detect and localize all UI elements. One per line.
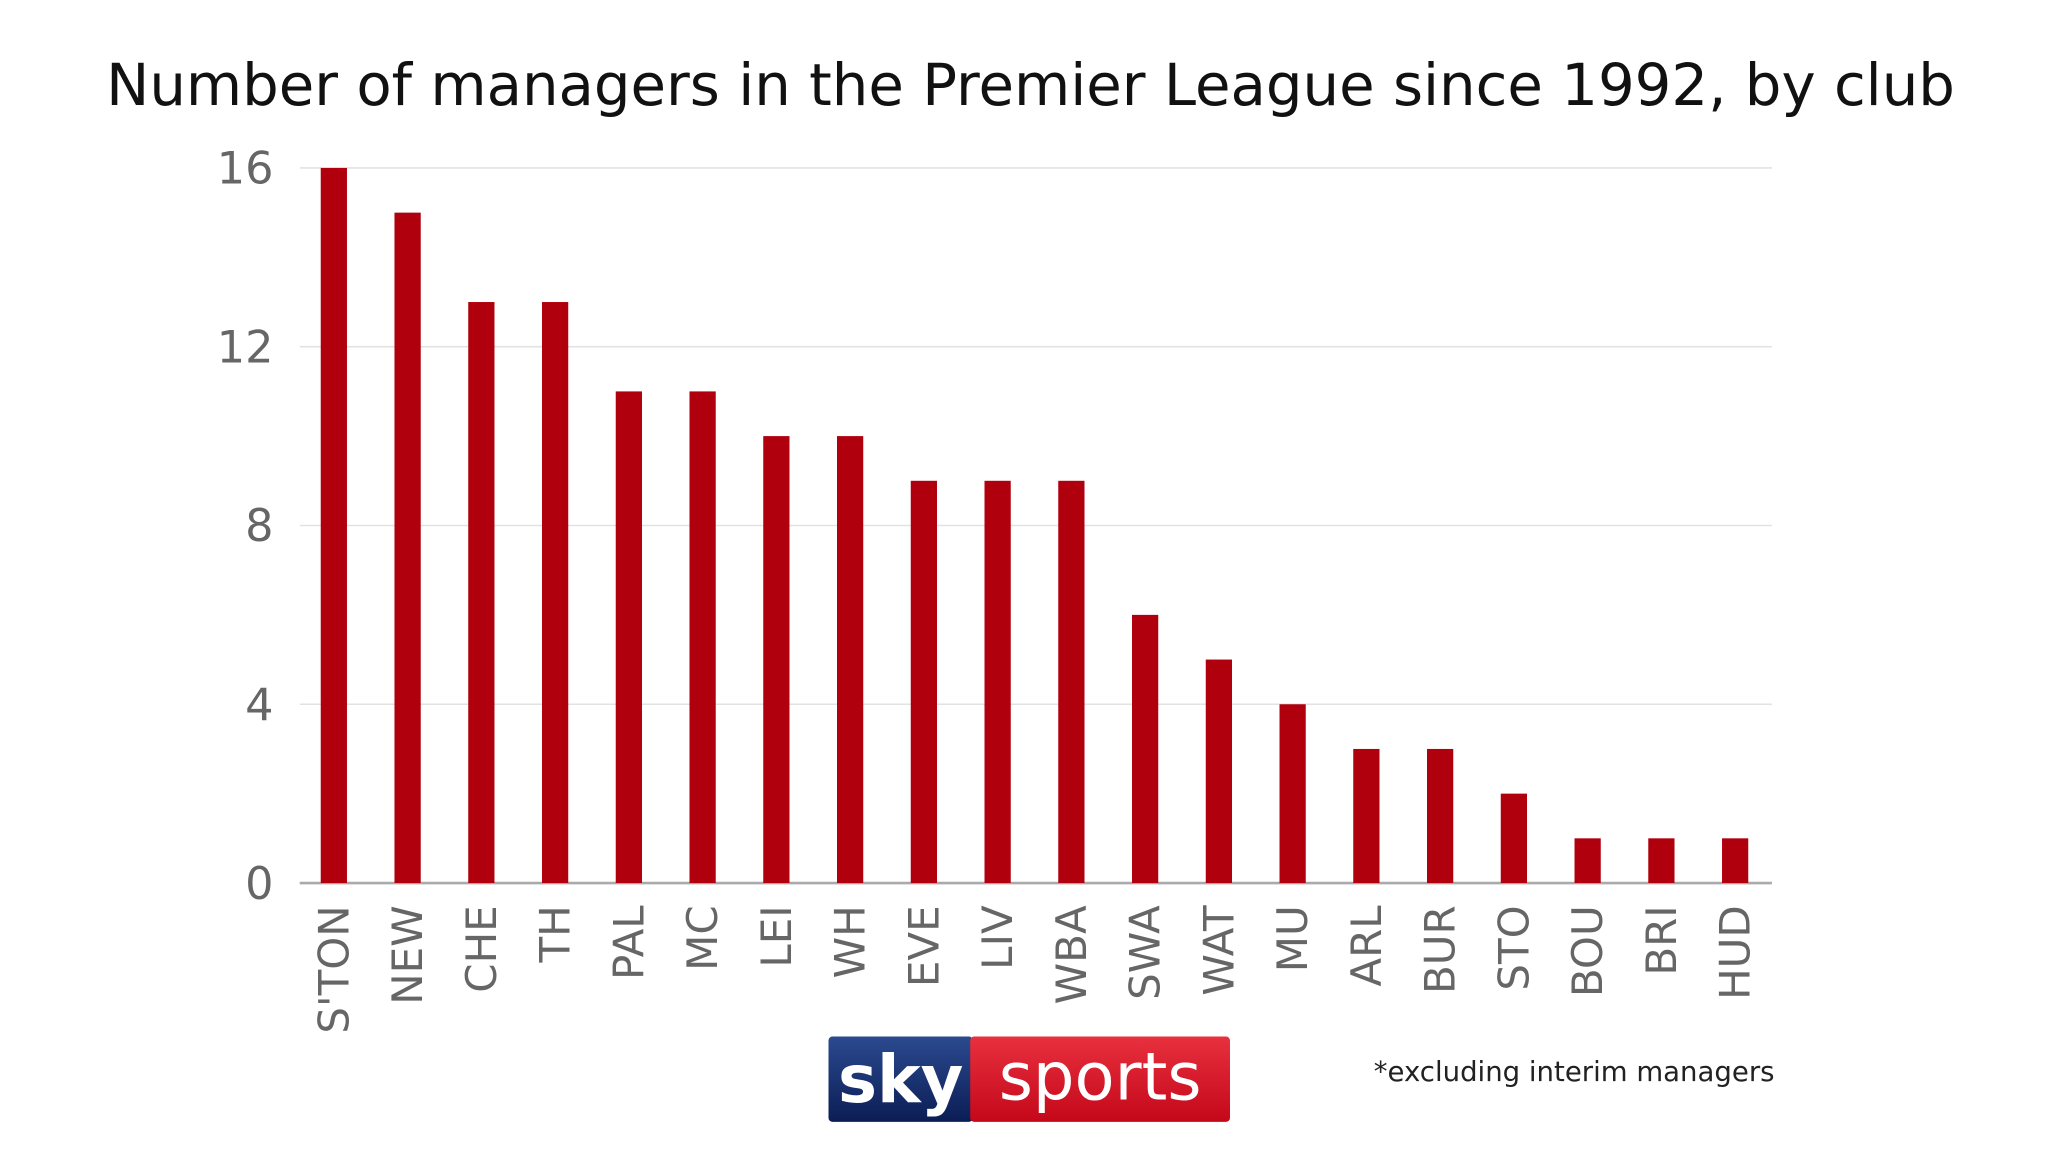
bar-wh — [836, 436, 864, 884]
x-tick-label: LIV — [973, 905, 1022, 970]
x-tick-label: ARL — [1342, 905, 1391, 987]
bar-bur — [1427, 748, 1454, 884]
bar-sto — [1500, 793, 1528, 884]
x-tick-label: WH — [826, 905, 875, 978]
bar-wat — [1205, 659, 1232, 884]
logo-sports: sports — [999, 1040, 1202, 1116]
x-axis-ticks: S'TON NEW CHE TH PAL MC LEI WH EVE LIV WBA SWA WAT MU… — [309, 905, 1759, 1034]
x-tick-label: CHE — [457, 905, 506, 992]
x-tick-label: BOU — [1563, 905, 1612, 997]
y-tick-label: 0 — [245, 858, 273, 910]
bar-ston — [320, 167, 347, 884]
x-tick-label: BUR — [1416, 905, 1465, 994]
bar-bou — [1574, 838, 1601, 884]
x-tick-label: MU — [1268, 905, 1317, 972]
sky-sports-logo: sky sports — [828, 1036, 1230, 1122]
bars — [320, 167, 1749, 884]
bar-mu — [1279, 704, 1306, 884]
x-tick-label: SWA — [1121, 905, 1170, 1000]
x-tick-label: STO — [1489, 905, 1538, 990]
x-tick-label: EVE — [899, 905, 948, 987]
x-tick-label: NEW — [383, 905, 432, 1004]
y-tick-label: 8 — [245, 500, 273, 552]
gridlines — [299, 167, 1772, 885]
x-tick-label: MC — [678, 905, 727, 971]
bar-liv — [984, 480, 1011, 884]
x-tick-label: HUD — [1711, 905, 1760, 1000]
bar-eve — [910, 480, 937, 884]
bar-hud — [1722, 838, 1749, 884]
x-tick-label: PAL — [604, 905, 653, 980]
bar-mc — [689, 391, 716, 884]
x-tick-label: S'TON — [309, 905, 358, 1033]
y-tick-label: 4 — [245, 679, 273, 731]
y-axis-ticks: 0 4 8 12 16 — [217, 143, 274, 910]
footnote: *excluding interim managers — [1374, 1056, 1775, 1088]
bar-new — [394, 212, 421, 884]
bar-swa — [1132, 614, 1159, 884]
x-tick-label: WBA — [1047, 905, 1096, 1004]
bar-pal — [615, 391, 642, 884]
bar-che — [468, 302, 495, 884]
bar-lei — [763, 436, 790, 884]
logo-sky: sky — [838, 1042, 963, 1118]
y-tick-label: 16 — [217, 143, 274, 195]
x-tick-label: BRI — [1637, 905, 1686, 975]
x-tick-label: LEI — [752, 905, 801, 967]
bar-bri — [1648, 838, 1675, 884]
y-tick-label: 12 — [217, 321, 274, 373]
chart-title: Number of managers in the Premier League… — [106, 51, 1955, 119]
x-tick-label: WAT — [1194, 905, 1243, 996]
bar-th — [541, 302, 569, 884]
bar-arl — [1353, 748, 1380, 884]
x-tick-label: TH — [531, 905, 580, 963]
bar-wba — [1058, 480, 1085, 884]
